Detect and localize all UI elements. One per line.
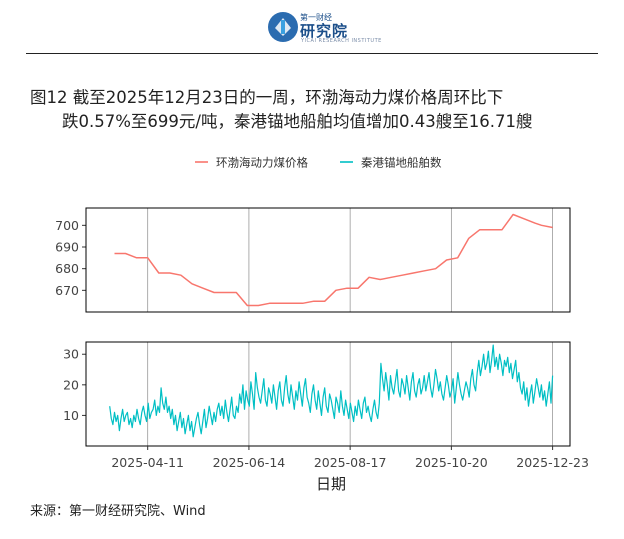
- x-tick-label-3: 2025-10-20: [415, 455, 488, 470]
- price-series-line: [114, 213, 553, 307]
- legend-label-ships: 秦港锚地船舶数: [361, 156, 442, 170]
- logo-sub-text: YICAI RESEARCH INSTITUTE: [301, 38, 382, 44]
- ships-panel: 10 20 30: [63, 341, 571, 447]
- figure-title-line2: 跌0.57%至699元/吨，秦港锚地船舶均值增加0.43艘至16.71艘: [62, 112, 533, 131]
- x-tick-label-2: 2025-08-17: [314, 455, 387, 470]
- header-divider: [26, 53, 598, 54]
- ships-ytick-label-0: 10: [63, 408, 79, 423]
- x-tick-label-1: 2025-06-14: [213, 455, 286, 470]
- price-ytick-label-0: 670: [55, 283, 79, 298]
- ships-series-line: [109, 344, 554, 438]
- price-ytick-label-2: 690: [55, 240, 79, 255]
- source-note: 来源：第一财经研究院、Wind: [30, 504, 206, 519]
- x-axis: 2025-04-11 2025-06-14 2025-08-17 2025-10-20…: [111, 446, 589, 470]
- figure-title-line1: 图12 截至2025年12月23日的一周，环渤海动力煤价格周环比下: [30, 88, 504, 107]
- price-panel-frame: [85, 207, 571, 313]
- price-ytick-label-3: 700: [55, 218, 79, 233]
- price-ytick-label-1: 680: [55, 261, 79, 276]
- x-tick-label-0: 2025-04-11: [111, 455, 184, 470]
- ships-panel-frame: [85, 341, 571, 447]
- ships-ytick-label-1: 20: [63, 377, 79, 392]
- logo-icon: [268, 12, 298, 42]
- x-axis-title: 日期: [316, 475, 346, 493]
- ships-ytick-label-2: 30: [63, 347, 79, 362]
- legend-label-price: 环渤海动力煤价格: [216, 156, 308, 170]
- logo-top-text: 第一财经: [300, 13, 332, 22]
- legend: 环渤海动力煤价格 秦港锚地船舶数: [195, 156, 442, 170]
- logo-main-text: 研究院: [300, 22, 349, 40]
- price-panel: 670 680 690 700: [55, 207, 571, 313]
- x-tick-label-4: 2025-12-23: [516, 455, 589, 470]
